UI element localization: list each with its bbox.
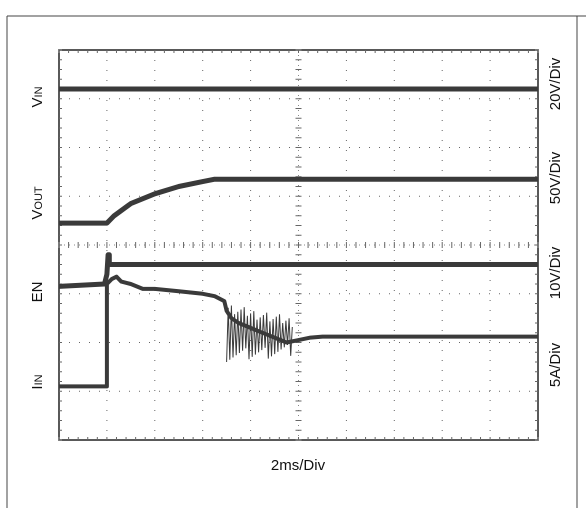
channel-label-main: EN bbox=[29, 282, 46, 303]
scale-label-in: 5A/Div bbox=[547, 342, 564, 387]
channel-label-in: IIN bbox=[29, 374, 46, 389]
x-axis-label: 2ms/Div bbox=[271, 457, 326, 474]
figure-frame bbox=[6, 15, 586, 508]
channel-label-main: V bbox=[29, 210, 46, 220]
scale-label-vin: 20V/Div bbox=[547, 57, 564, 110]
channel-label-subscript: IN bbox=[33, 374, 45, 385]
channel-label-vout: VOUT bbox=[29, 186, 46, 220]
channel-label-vin: VIN bbox=[29, 86, 46, 107]
scope-traces bbox=[58, 86, 538, 389]
scale-label-vout: 50V/Div bbox=[547, 151, 564, 204]
channel-label-main: V bbox=[29, 97, 46, 107]
trace-in bbox=[59, 274, 538, 389]
channel-label-main: I bbox=[29, 385, 46, 389]
trace-en bbox=[58, 252, 538, 289]
scale-label-en: 10V/Div bbox=[547, 246, 564, 299]
channel-label-subscript: OUT bbox=[33, 186, 45, 210]
scope-grid bbox=[58, 49, 539, 441]
switching-noise bbox=[226, 305, 293, 363]
channel-label-en: EN bbox=[29, 282, 46, 303]
trace-vout bbox=[59, 176, 538, 226]
channel-label-subscript: IN bbox=[33, 86, 45, 97]
